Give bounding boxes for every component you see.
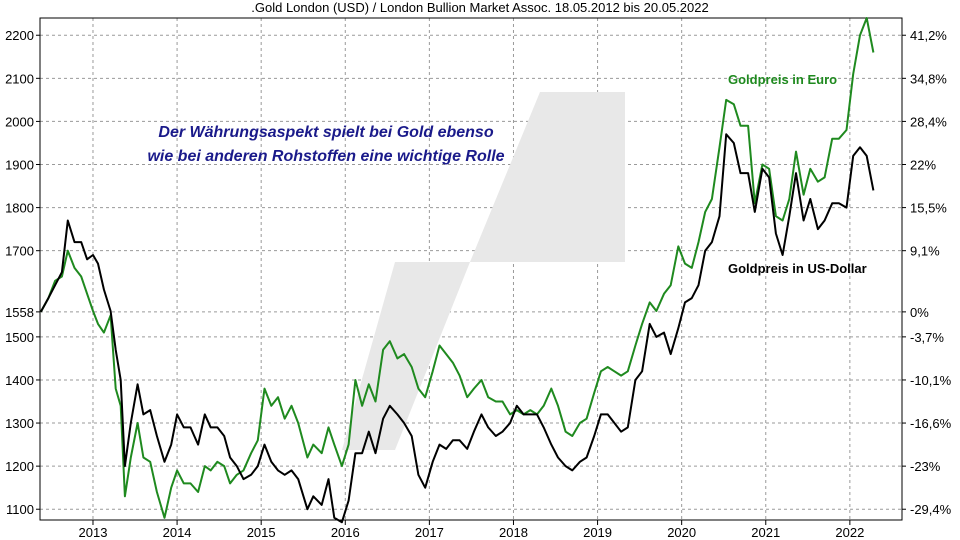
y-tick-label-left: 2000 [5, 114, 34, 129]
y-axis-left: 1100 1200 1300 1400 1500 1558 1700 1800 1900 2000… [5, 28, 40, 517]
annotation-line-1: Der Währungsaspekt spielt bei Gold ebens… [158, 124, 493, 141]
y-axis-right: -29,4% -23% -16,6% -10,1% -3,7% 0% 9,1% 15,5% 22… [902, 28, 952, 517]
y-tick-label-right: 41,2% [910, 28, 947, 43]
x-tick-label: 2014 [163, 525, 192, 540]
x-tick-label: 2018 [499, 525, 528, 540]
y-tick-label-right: 22% [910, 158, 936, 173]
y-tick-label-left: 1300 [5, 416, 34, 431]
series-label-euro: Goldpreis in Euro [728, 72, 837, 87]
chart-title: .Gold London (USD) / London Bullion Mark… [251, 0, 708, 15]
y-tick-label-left: 1100 [6, 502, 34, 517]
y-tick-label-right: -16,6% [910, 416, 952, 431]
y-tick-label-left: 1558 [5, 305, 34, 320]
x-tick-label: 2021 [751, 525, 780, 540]
y-tick-label-left: 1800 [5, 201, 34, 216]
y-tick-label-right: 9,1% [910, 244, 940, 259]
y-tick-label-right: 15,5% [910, 201, 947, 216]
series-line-euro [39, 17, 875, 519]
y-tick-label-right: -23% [910, 459, 941, 474]
y-tick-label-left: 1700 [5, 244, 34, 259]
x-tick-label: 2013 [79, 525, 108, 540]
series-label-usd: Goldpreis in US-Dollar [728, 261, 867, 276]
y-tick-label-right: -29,4% [910, 502, 952, 517]
x-tick-label: 2016 [331, 525, 360, 540]
y-tick-label-left: 1900 [5, 158, 34, 173]
x-tick-label: 2017 [415, 525, 444, 540]
series-line-usd [39, 133, 875, 524]
y-tick-label-left: 1500 [5, 330, 34, 345]
series-lines [39, 17, 875, 524]
watermark-shape [342, 92, 625, 450]
y-tick-label-left: 1200 [5, 459, 34, 474]
y-tick-label-right: 0% [910, 305, 929, 320]
plot-frame [39, 17, 903, 521]
y-tick-label-right: -10,1% [910, 373, 952, 388]
annotation-line-2: wie bei anderen Rohstoffen eine wichtige… [147, 148, 504, 165]
x-tick-label: 2022 [835, 525, 864, 540]
x-tick-label: 2020 [667, 525, 696, 540]
y-tick-label-left: 1400 [5, 373, 34, 388]
y-tick-label-right: 34,8% [910, 71, 947, 86]
x-tick-label: 2019 [583, 525, 612, 540]
x-tick-label: 2015 [247, 525, 276, 540]
y-tick-label-right: 28,4% [910, 114, 947, 129]
y-tick-label-left: 2100 [5, 71, 34, 86]
x-axis: 2013 2014 2015 2016 2017 2018 2019 2020 2021 2022 [79, 520, 864, 540]
y-tick-label-left: 2200 [5, 28, 34, 43]
y-tick-label-right: -3,7% [910, 330, 944, 345]
